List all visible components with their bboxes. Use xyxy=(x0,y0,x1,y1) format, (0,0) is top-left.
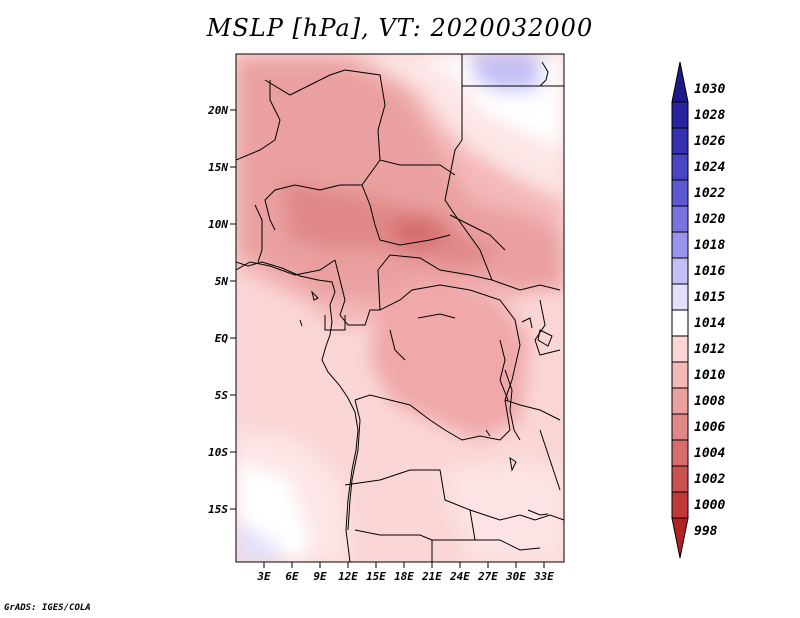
lon-label-15e: 15E xyxy=(366,570,386,583)
colorbar-swatch xyxy=(671,387,689,415)
lon-label-3e: 3E xyxy=(256,570,271,583)
lon-label-30e: 30E xyxy=(505,570,526,583)
lon-label-33e: 33E xyxy=(533,570,554,583)
colorbar-label: 1016 xyxy=(694,264,725,279)
colorbar-swatch xyxy=(671,205,689,233)
colorbar-label: 1026 xyxy=(694,134,725,149)
colorbar-label: 998 xyxy=(694,524,718,539)
colorbar-swatch xyxy=(671,361,689,389)
lon-label-18e: 18E xyxy=(394,570,414,583)
map-frame xyxy=(235,53,565,563)
lat-label-10n: 10N xyxy=(208,218,228,231)
lat-label-5s: 5S xyxy=(215,389,229,402)
colorbar-swatch xyxy=(671,61,689,103)
colorbar-label: 1020 xyxy=(694,212,725,227)
lon-label-9e: 9E xyxy=(313,570,327,583)
colorbar-swatch xyxy=(671,283,689,311)
colorbar-label: 1012 xyxy=(694,342,725,357)
lon-label-21e: 21E xyxy=(421,570,442,583)
colorbar-swatch xyxy=(671,413,689,441)
colorbar-label: 1030 xyxy=(694,82,725,97)
lat-label-20n: 20N xyxy=(207,104,228,117)
colorbar-swatch xyxy=(671,101,689,129)
colorbar-label: 1024 xyxy=(694,160,725,175)
lat-label-10s: 10S xyxy=(208,446,228,459)
colorbar-label: 1000 xyxy=(694,498,725,513)
lat-label-5n: 5N xyxy=(215,275,229,288)
colorbar-swatch xyxy=(671,179,689,207)
longitude-axis: 3E 6E 9E 12E 15E 18E 21E 24E 27E 30E 33E xyxy=(256,562,554,583)
colorbar-swatch xyxy=(671,309,689,337)
colorbar: 1030 1028 1026 1024 1022 1020 1018 1016 1015 1014… xyxy=(671,61,725,559)
map-title: MSLP [hPa], VT: 2020032000 xyxy=(206,14,594,42)
lon-label-27e: 27E xyxy=(477,570,498,583)
colorbar-swatch xyxy=(671,231,689,259)
colorbar-swatch xyxy=(671,465,689,493)
colorbar-swatch xyxy=(671,257,689,285)
coastline xyxy=(236,61,549,562)
colorbar-label: 1028 xyxy=(694,108,725,123)
latitude-axis: 20N 15N 10N 5N EQ 5S 10S 15S xyxy=(207,104,236,516)
colorbar-label: 1018 xyxy=(694,238,725,253)
lon-label-24e: 24E xyxy=(449,570,470,583)
lat-label-eq: EQ xyxy=(215,332,229,345)
colorbar-label: 1006 xyxy=(694,420,725,435)
colorbar-label: 1010 xyxy=(694,368,725,383)
colorbar-swatch xyxy=(671,439,689,467)
colorbar-swatch xyxy=(671,127,689,155)
lat-label-15n: 15N xyxy=(208,161,228,174)
colorbar-swatch xyxy=(671,153,689,181)
colorbar-label: 1015 xyxy=(694,290,725,305)
colorbar-swatch xyxy=(671,517,689,559)
colorbar-label: 1022 xyxy=(694,186,725,201)
colorbar-swatch xyxy=(671,335,689,363)
country-borders xyxy=(236,54,564,562)
colorbar-swatch xyxy=(671,491,689,519)
lat-label-15s: 15S xyxy=(208,503,228,516)
pressure-field xyxy=(236,54,564,562)
colorbar-label: 1014 xyxy=(694,316,725,331)
lon-label-12e: 12E xyxy=(338,570,358,583)
water-bodies xyxy=(299,290,553,437)
colorbar-label: 1004 xyxy=(694,446,725,461)
grads-credit: GrADS: IGES/COLA xyxy=(4,603,91,613)
colorbar-label: 1008 xyxy=(694,394,725,409)
lon-label-6e: 6E xyxy=(285,570,299,583)
colorbar-label: 1002 xyxy=(694,472,725,487)
